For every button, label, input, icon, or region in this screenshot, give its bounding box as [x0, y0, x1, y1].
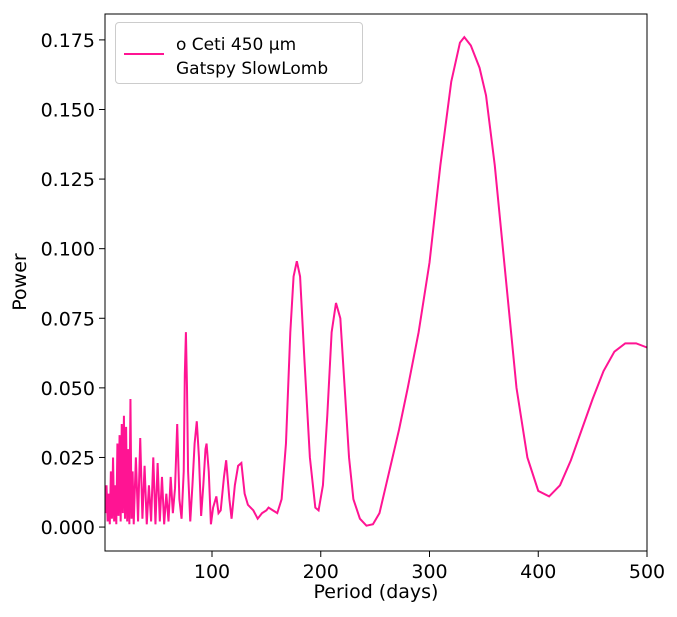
y-tick-label: 0.025 — [41, 447, 95, 469]
y-tick-label: 0.000 — [41, 517, 95, 539]
x-axis-label: Period (days) — [314, 581, 439, 603]
x-tick-label: 400 — [520, 561, 556, 583]
y-tick-label: 0.100 — [41, 239, 95, 261]
plot-frame — [104, 13, 648, 552]
y-tick-label: 0.050 — [41, 378, 95, 400]
x-tick-label: 300 — [411, 561, 447, 583]
x-tick-label: 500 — [629, 561, 665, 583]
y-tick-label: 0.150 — [41, 99, 95, 121]
y-tick-label: 0.075 — [41, 308, 95, 330]
y-tick-label: 0.175 — [41, 30, 95, 52]
x-tick-label: 200 — [303, 561, 339, 583]
y-axis-label: Power — [9, 253, 31, 311]
legend-swatch — [124, 53, 164, 55]
legend: o Ceti 450 μm Gatspy SlowLomb — [115, 22, 363, 84]
legend-label: o Ceti 450 μm Gatspy SlowLomb — [176, 35, 329, 79]
line-series — [104, 35, 648, 527]
y-tick-label: 0.125 — [41, 169, 95, 191]
x-tick-label: 100 — [194, 561, 230, 583]
